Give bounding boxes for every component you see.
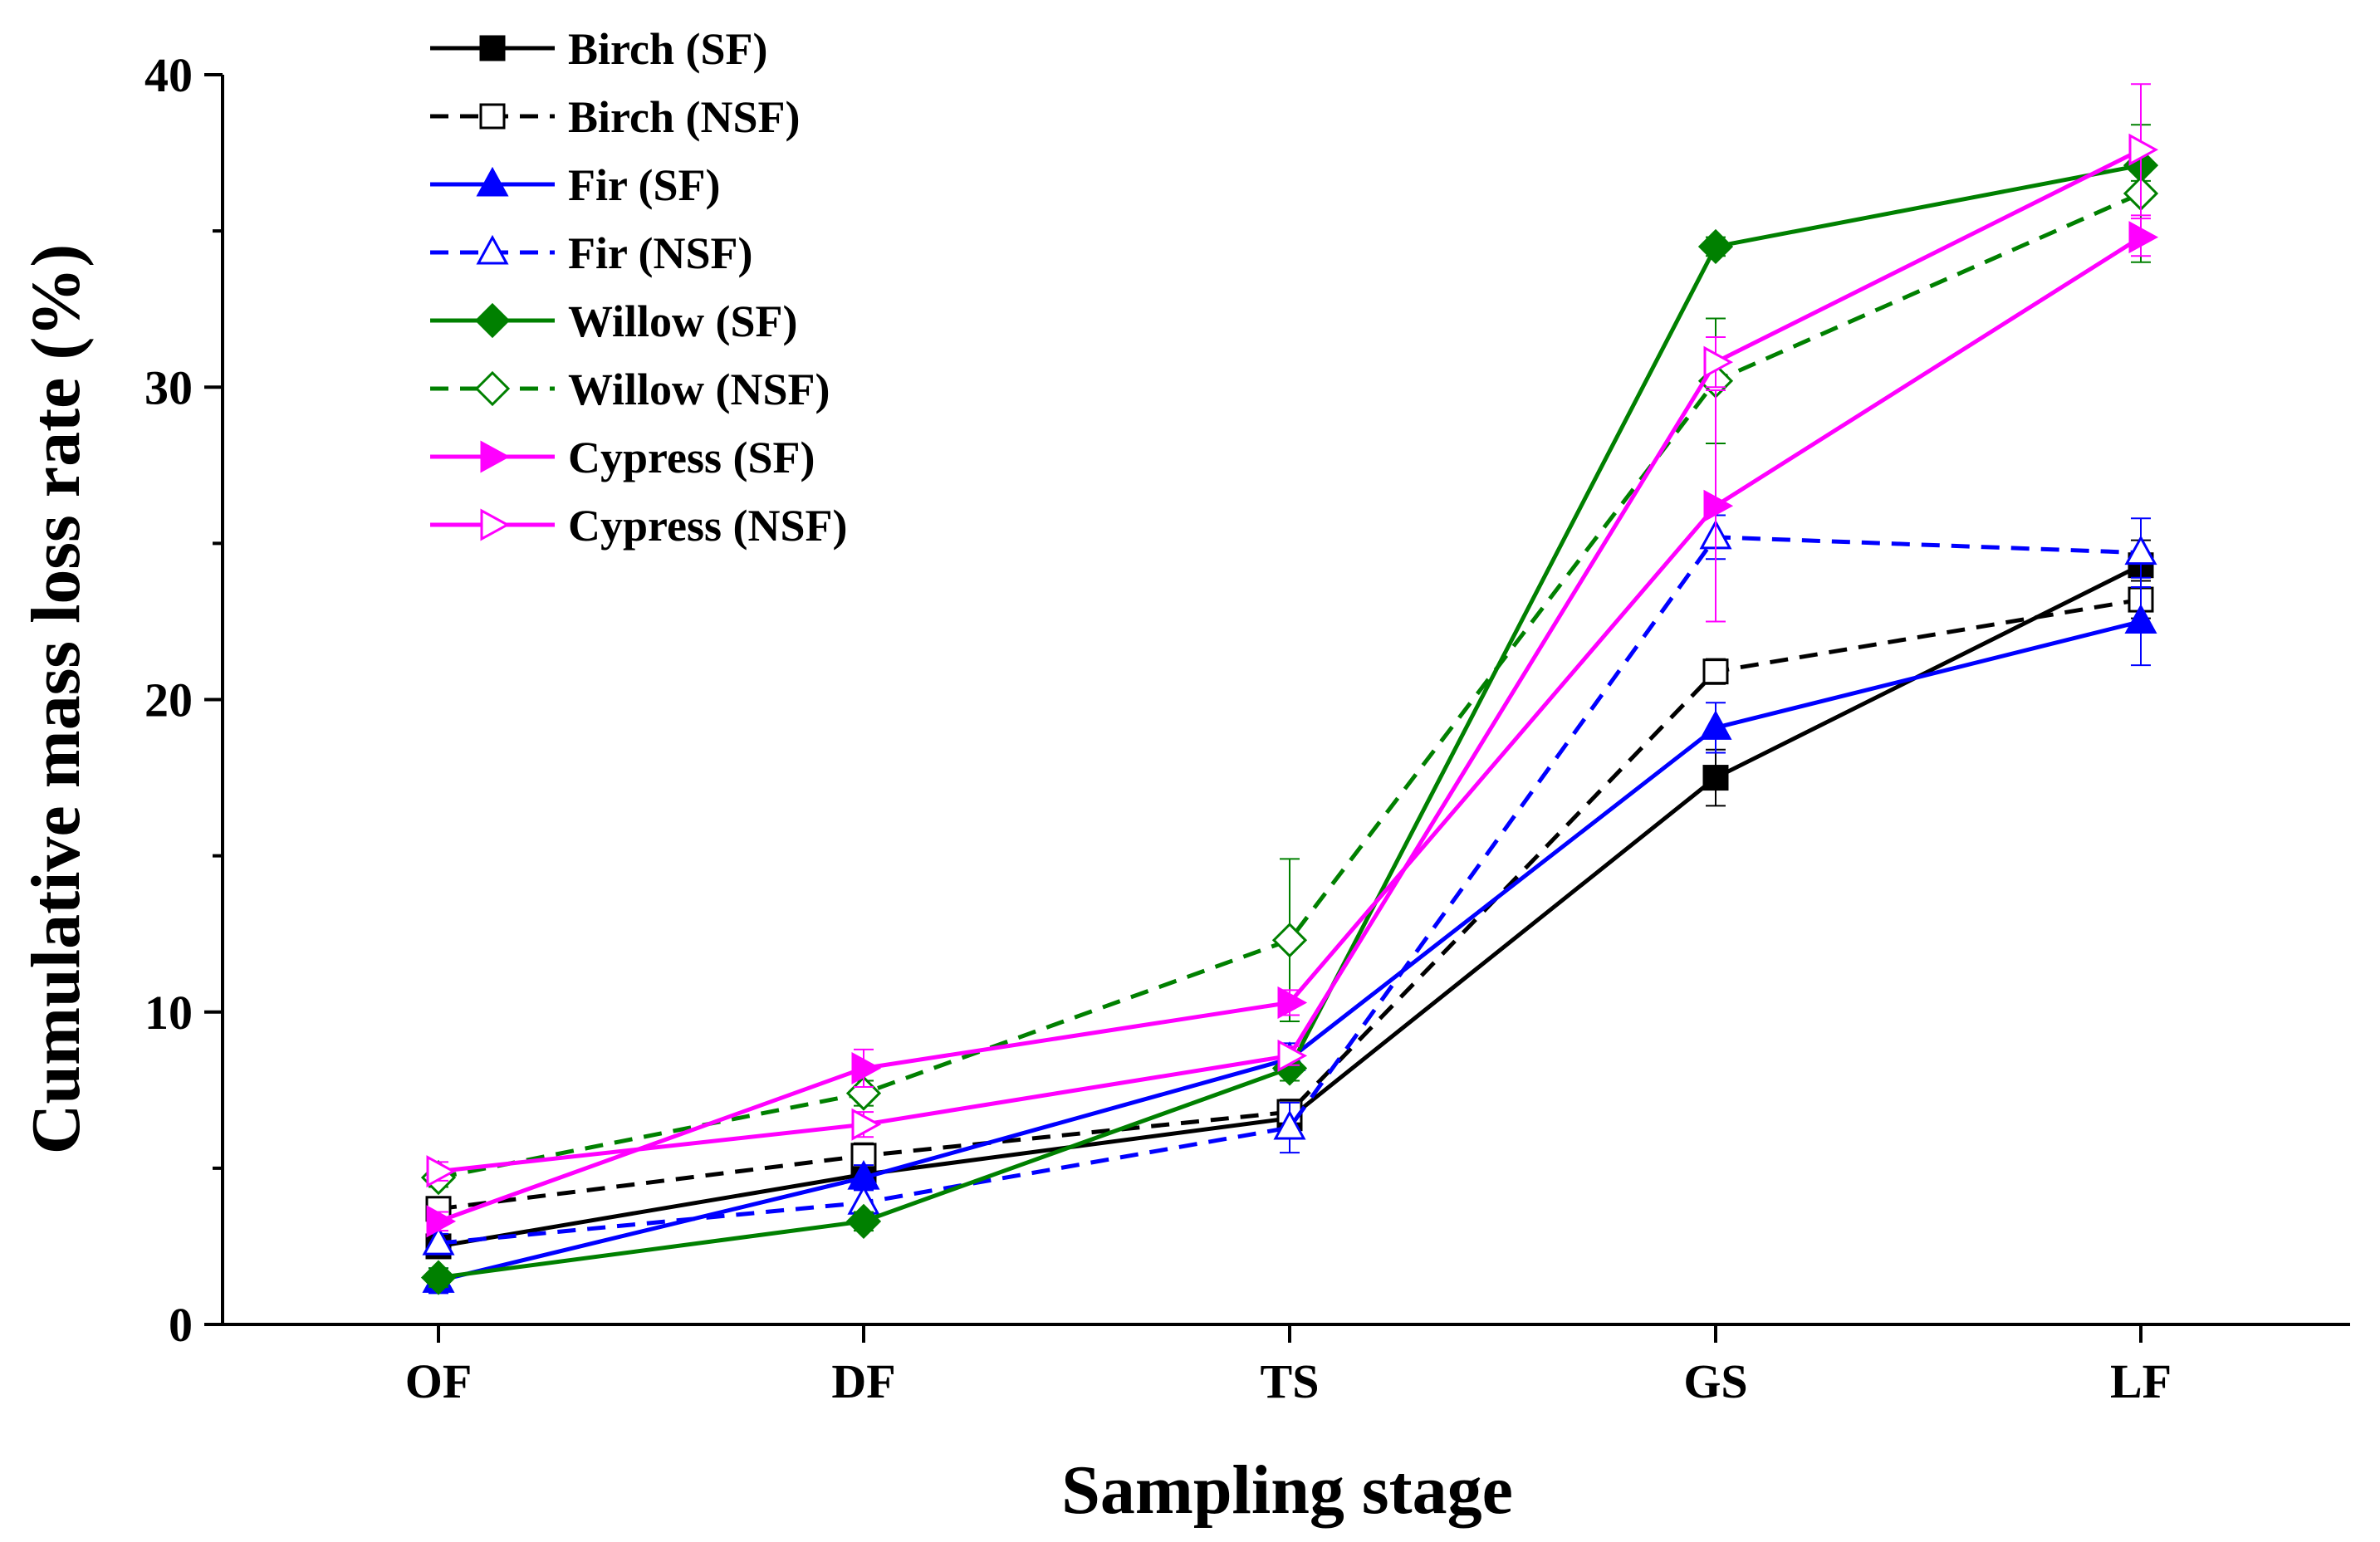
y-ticks: 0 10 20 30 40 — [144, 48, 223, 1352]
data-point — [1277, 986, 1308, 1019]
legend-marker — [480, 508, 511, 541]
legend-label: Cypress (SF) — [568, 433, 815, 482]
series-cypress-sf — [426, 218, 2159, 1238]
legend-label: Birch (SF) — [568, 24, 768, 74]
legend-item: Willow (NSF) — [430, 365, 830, 414]
data-point — [1702, 765, 1729, 791]
series-line — [438, 597, 2142, 1212]
data-point — [1697, 228, 1734, 265]
legend-label: Fir (NSF) — [568, 228, 752, 278]
y-tick-label: 0 — [169, 1298, 193, 1352]
legend-label: Birch (NSF) — [568, 92, 801, 142]
data-point — [851, 1108, 882, 1141]
data-point — [1277, 1039, 1308, 1072]
legend-item: Birch (SF) — [430, 24, 768, 74]
legend-item: Willow (SF) — [430, 296, 798, 346]
data-point — [422, 1226, 455, 1256]
data-point — [2124, 604, 2157, 634]
series-line — [438, 191, 2142, 1180]
legend-marker — [480, 440, 511, 473]
series-line — [438, 535, 2142, 1246]
y-tick-label: 30 — [144, 360, 193, 414]
data-point — [1273, 1109, 1306, 1140]
legend-item: Cypress (SF) — [430, 433, 815, 482]
data-point — [1703, 489, 1734, 522]
legend-marker — [474, 302, 511, 339]
y-axis-title: Cumulative mass loss rate (%) — [17, 244, 95, 1155]
x-tick-label: GS — [1683, 1354, 1747, 1408]
series-cypress-nsf — [426, 83, 2159, 1188]
data-point — [426, 1205, 457, 1238]
series-willow-nsf — [420, 124, 2159, 1196]
x-tick-label: LF — [2110, 1354, 2172, 1408]
data-point — [420, 1260, 457, 1295]
data-point — [851, 1051, 882, 1085]
data-point — [1699, 710, 1732, 740]
data-point — [845, 1203, 882, 1239]
data-point — [2128, 221, 2159, 254]
y-tick-label: 40 — [144, 48, 193, 102]
legend-label: Cypress (NSF) — [568, 501, 848, 551]
legend-label: Willow (NSF) — [568, 365, 830, 414]
data-point — [1702, 658, 1729, 685]
legend-marker — [476, 166, 509, 197]
legend-marker — [476, 234, 509, 265]
x-ticks: OF DF TS GS LF — [405, 1324, 2172, 1408]
data-point — [426, 1155, 457, 1188]
legend: Birch (SF) Birch (NSF) Fir (SF) Fir (NSF) Wi… — [430, 24, 848, 551]
data-point — [1271, 923, 1308, 958]
legend-item: Fir (SF) — [430, 160, 720, 210]
data-point — [2124, 535, 2157, 565]
x-axis-title: Sampling stage — [1061, 1451, 1513, 1529]
y-tick-label: 20 — [144, 673, 193, 727]
data-point — [1703, 345, 1734, 379]
y-tick-label: 10 — [144, 986, 193, 1040]
legend-item: Cypress (NSF) — [430, 501, 848, 551]
series-layer — [420, 83, 2159, 1295]
data-point — [2128, 133, 2159, 166]
legend-item: Fir (NSF) — [430, 228, 752, 278]
legend-marker — [479, 103, 506, 130]
x-tick-label: OF — [405, 1354, 473, 1408]
data-point — [845, 1075, 882, 1111]
legend-item: Birch (NSF) — [430, 92, 801, 142]
x-tick-label: TS — [1261, 1354, 1320, 1408]
x-tick-label: DF — [831, 1354, 895, 1408]
legend-marker — [474, 370, 511, 407]
legend-label: Willow (SF) — [568, 296, 798, 346]
legend-label: Fir (SF) — [568, 160, 720, 210]
plot-area: 0 10 20 30 40 OF DF TS GS LF — [144, 48, 2350, 1408]
legend-marker — [479, 35, 506, 61]
